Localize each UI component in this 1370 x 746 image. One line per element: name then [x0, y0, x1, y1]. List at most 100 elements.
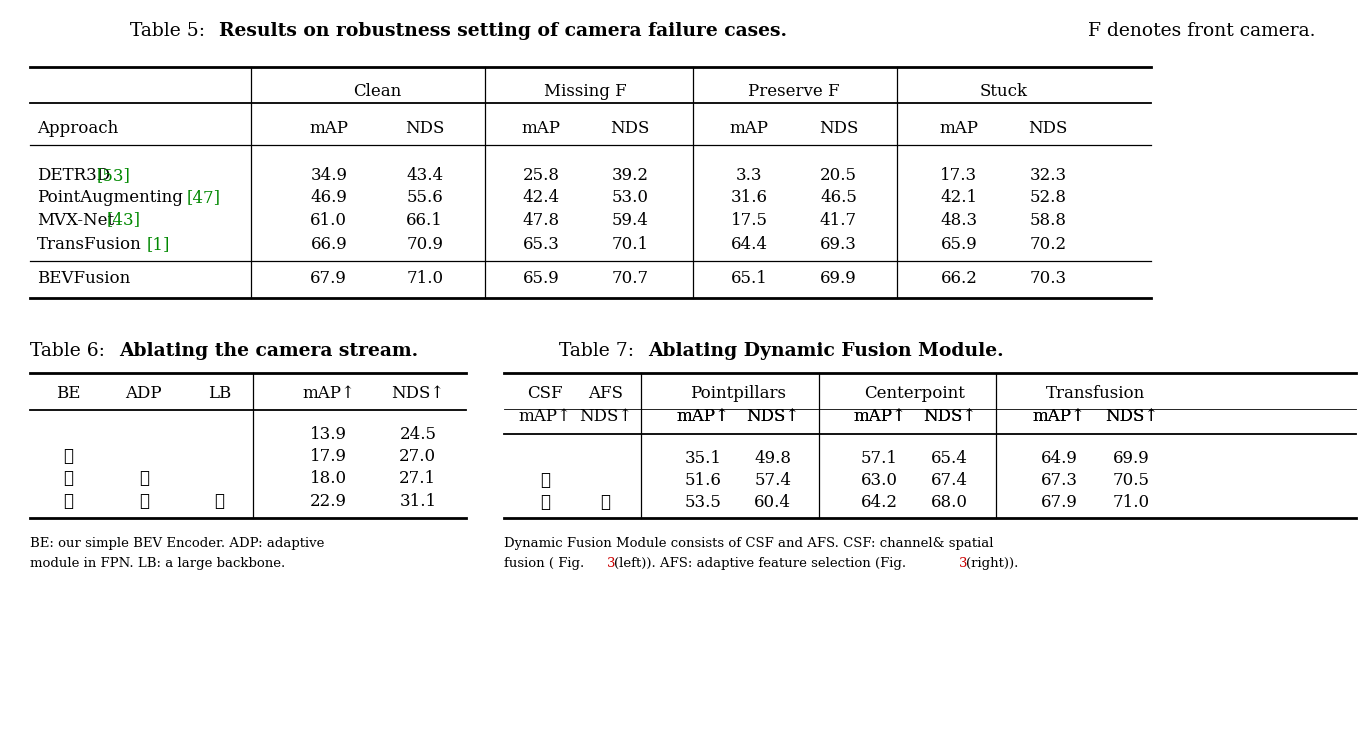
Text: 47.8: 47.8	[522, 212, 560, 228]
Text: BE: BE	[56, 386, 81, 402]
Text: NDS↑: NDS↑	[923, 408, 975, 424]
Text: 57.4: 57.4	[754, 472, 792, 489]
Text: NDS: NDS	[819, 120, 858, 137]
Text: 64.4: 64.4	[730, 236, 769, 253]
Text: mAP↑: mAP↑	[1033, 408, 1085, 424]
Text: 70.1: 70.1	[611, 236, 649, 253]
Text: ✓: ✓	[600, 495, 611, 511]
Text: Table 6:: Table 6:	[30, 342, 111, 360]
Text: Dynamic Fusion Module consists of CSF and AFS. CSF: channel& spatial: Dynamic Fusion Module consists of CSF an…	[504, 536, 993, 550]
Text: 71.0: 71.0	[406, 270, 444, 286]
Text: Centerpoint: Centerpoint	[864, 386, 964, 402]
Text: MVX-Net: MVX-Net	[37, 212, 114, 228]
Text: NDS: NDS	[1029, 120, 1067, 137]
Text: [1]: [1]	[147, 236, 170, 253]
Text: ✓: ✓	[540, 495, 551, 511]
Text: Missing F: Missing F	[544, 83, 627, 99]
Text: 49.8: 49.8	[754, 450, 792, 466]
Text: 71.0: 71.0	[1112, 495, 1151, 511]
Text: 57.1: 57.1	[860, 450, 899, 466]
Text: mAP↑: mAP↑	[303, 386, 355, 402]
Text: mAP↑: mAP↑	[677, 408, 729, 424]
Text: ADP: ADP	[126, 386, 162, 402]
Text: mAP: mAP	[310, 120, 348, 137]
Text: NDS↑: NDS↑	[923, 408, 975, 424]
Text: 66.2: 66.2	[941, 270, 977, 286]
Text: mAP: mAP	[940, 120, 978, 137]
Text: 24.5: 24.5	[399, 426, 437, 442]
Text: 70.2: 70.2	[1029, 236, 1067, 253]
Text: 66.1: 66.1	[407, 212, 443, 228]
Text: 3.3: 3.3	[736, 167, 763, 184]
Text: NDS↑: NDS↑	[747, 408, 799, 424]
Text: 17.5: 17.5	[730, 212, 769, 228]
Text: ✓: ✓	[138, 471, 149, 487]
Text: 67.9: 67.9	[1041, 495, 1077, 511]
Text: Results on robustness setting of camera failure cases.: Results on robustness setting of camera …	[219, 22, 788, 40]
Text: 25.8: 25.8	[522, 167, 560, 184]
Text: 67.3: 67.3	[1040, 472, 1078, 489]
Text: mAP↑: mAP↑	[519, 408, 571, 424]
Text: PointAugmenting: PointAugmenting	[37, 189, 182, 206]
Text: ✓: ✓	[63, 448, 74, 465]
Text: 51.6: 51.6	[685, 472, 721, 489]
Text: Ablating Dynamic Fusion Module.: Ablating Dynamic Fusion Module.	[648, 342, 1004, 360]
Text: Table 7:: Table 7:	[559, 342, 640, 360]
Text: mAP↑: mAP↑	[854, 408, 906, 424]
Text: 42.1: 42.1	[940, 189, 978, 206]
Text: Approach: Approach	[37, 120, 118, 137]
Text: Preserve F: Preserve F	[748, 83, 840, 99]
Text: 17.3: 17.3	[940, 167, 978, 184]
Text: 31.1: 31.1	[399, 493, 437, 510]
Text: 58.8: 58.8	[1029, 212, 1067, 228]
Text: ✓: ✓	[214, 493, 225, 510]
Text: 64.9: 64.9	[1041, 450, 1077, 466]
Text: TransFusion: TransFusion	[37, 236, 141, 253]
Text: 69.3: 69.3	[821, 236, 856, 253]
Text: 69.9: 69.9	[821, 270, 856, 286]
Text: (right)).: (right)).	[966, 557, 1018, 570]
Text: 65.4: 65.4	[932, 450, 967, 466]
Text: 67.9: 67.9	[311, 270, 347, 286]
Text: 20.5: 20.5	[819, 167, 858, 184]
Text: 39.2: 39.2	[611, 167, 649, 184]
Text: ✓: ✓	[63, 493, 74, 510]
Text: 22.9: 22.9	[310, 493, 348, 510]
Text: 66.9: 66.9	[311, 236, 347, 253]
Text: NDS↑: NDS↑	[392, 386, 444, 402]
Text: 65.1: 65.1	[732, 270, 767, 286]
Text: 53.0: 53.0	[611, 189, 649, 206]
Text: 42.4: 42.4	[522, 189, 560, 206]
Text: 59.4: 59.4	[612, 212, 648, 228]
Text: 41.7: 41.7	[819, 212, 858, 228]
Text: [47]: [47]	[186, 189, 221, 206]
Text: 67.4: 67.4	[930, 472, 969, 489]
Text: 3: 3	[959, 557, 967, 570]
Text: NDS↑: NDS↑	[1106, 408, 1158, 424]
Text: AFS: AFS	[588, 386, 623, 402]
Text: F denotes front camera.: F denotes front camera.	[1082, 22, 1315, 40]
Text: NDS↑: NDS↑	[1106, 408, 1158, 424]
Text: 52.8: 52.8	[1029, 189, 1067, 206]
Text: 27.0: 27.0	[399, 448, 437, 465]
Text: 32.3: 32.3	[1029, 167, 1067, 184]
Text: module in FPN. LB: a large backbone.: module in FPN. LB: a large backbone.	[30, 557, 285, 570]
Text: mAP↑: mAP↑	[677, 408, 729, 424]
Text: Table 5:: Table 5:	[130, 22, 211, 40]
Text: 3: 3	[607, 557, 615, 570]
Text: 46.9: 46.9	[311, 189, 347, 206]
Text: fusion ( Fig.: fusion ( Fig.	[504, 557, 589, 570]
Text: 53.5: 53.5	[685, 495, 721, 511]
Text: 65.9: 65.9	[941, 236, 977, 253]
Text: 35.1: 35.1	[684, 450, 722, 466]
Text: 31.6: 31.6	[730, 189, 769, 206]
Text: 70.9: 70.9	[406, 236, 444, 253]
Text: 69.9: 69.9	[1114, 450, 1149, 466]
Text: [53]: [53]	[97, 167, 132, 184]
Text: 70.7: 70.7	[611, 270, 649, 286]
Text: 46.5: 46.5	[821, 189, 856, 206]
Text: 18.0: 18.0	[310, 471, 348, 487]
Text: 64.2: 64.2	[860, 495, 899, 511]
Text: 34.9: 34.9	[310, 167, 348, 184]
Text: NDS: NDS	[406, 120, 444, 137]
